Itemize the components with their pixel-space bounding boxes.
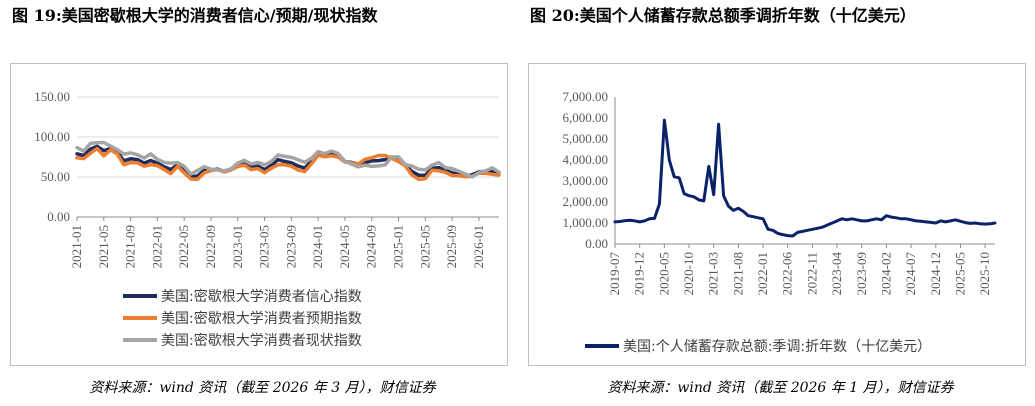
figure-20-panel: 图 20:美国个人储蓄存款总额季调折年数（十亿美元） 0.00 1,000.00 2… <box>528 0 1033 406</box>
x-tick-label: 2024-09 <box>364 225 379 268</box>
figure-19-source: 资料来源：wind 资讯（截至 2026 年 3 月），财信证券 <box>89 380 436 396</box>
x-tick-label: 2025-10 <box>977 252 992 295</box>
x-tick-label: 2024-05 <box>337 225 352 268</box>
y-tick-label: 0.00 <box>47 209 70 224</box>
x-tick-label: 2023-05 <box>257 225 272 268</box>
figure-20-chart: 0.00 1,000.00 2,000.00 3,000.00 4,000.00 5,00… <box>528 63 1026 366</box>
figure-19-title-text: 美国密歇根大学的消费者信心/预期/现状指数 <box>61 6 378 25</box>
legend-label-3: 美国:密歇根大学消费者现状指数 <box>161 332 362 349</box>
figure-20-source: 资料来源：wind 资讯（截至 2026 年 1 月），财信证券 <box>607 380 954 396</box>
y-tick-label: 2,000.00 <box>563 194 609 209</box>
x-tick-label: 2024-01 <box>310 225 325 268</box>
x-tick-label: 2025-05 <box>417 225 432 268</box>
y-tick-label: 150.00 <box>34 89 70 104</box>
y-tick-label: 5,000.00 <box>563 131 609 146</box>
x-tick-label: 2025-01 <box>391 225 406 268</box>
x-tick-label: 2022-01 <box>755 252 770 295</box>
x-tick-label: 2025-05 <box>952 252 967 295</box>
x-tick-label: 2023-09 <box>283 225 298 268</box>
figure-19-chart: 0.00 50.00 100.00 150.00 2021-01 2021-05 2021-… <box>10 63 508 366</box>
x-tick-label: 2023-09 <box>854 252 869 295</box>
x-tick-label: 2025-09 <box>444 225 459 268</box>
y-tick-label: 100.00 <box>34 129 70 144</box>
series-line-1 <box>75 144 501 179</box>
x-tick-label: 2020-05 <box>656 252 671 295</box>
legend-label-1: 美国:密歇根大学消费者信心指数 <box>161 288 362 305</box>
y-tick-label: 0.00 <box>585 236 608 251</box>
y-tick-label: 4,000.00 <box>563 152 609 167</box>
x-tick-label: 2021-05 <box>96 225 111 268</box>
series-line-3 <box>75 140 501 179</box>
x-tick-label: 2023-01 <box>230 225 245 268</box>
figure-19-number: 图 19: <box>12 6 62 25</box>
legend-label-1: 美国:个人储蓄存款总额:季调:折年数（十亿美元） <box>623 339 931 355</box>
y-tick-label: 7,000.00 <box>563 89 609 104</box>
x-tick-label: 2020-10 <box>681 252 696 295</box>
x-tick-label: 2021-01 <box>69 225 84 268</box>
figure-20-title: 图 20:美国个人储蓄存款总额季调折年数（十亿美元） <box>530 4 1030 28</box>
x-tick-label: 2022-01 <box>149 225 164 268</box>
x-tick-label: 2021-09 <box>123 225 138 268</box>
x-tick-label: 2022-11 <box>804 252 819 295</box>
y-tick-label: 50.00 <box>41 169 70 184</box>
x-tick-label: 2024-02 <box>878 252 893 295</box>
x-tick-label: 2019-07 <box>607 252 622 296</box>
y-tick-label: 3,000.00 <box>563 173 609 188</box>
x-tick-label: 2022-09 <box>203 225 218 268</box>
x-tick-label: 2022-05 <box>176 225 191 268</box>
x-tick-label: 2021-03 <box>706 252 721 295</box>
series-line-1 <box>613 118 997 238</box>
figure-19-panel: 图 19:美国密歇根大学的消费者信心/预期/现状指数 0.00 50.00 100.… <box>10 0 515 406</box>
x-tick-label: 2024-07 <box>903 252 918 296</box>
savings-chart-svg: 0.00 1,000.00 2,000.00 3,000.00 4,000.00 5,00… <box>563 89 997 355</box>
figure-20-number: 图 20: <box>530 6 580 25</box>
x-tick-label: 2024-12 <box>928 252 943 295</box>
x-tick-label: 2023-04 <box>829 252 844 296</box>
x-tick-label: 2019-12 <box>632 252 647 295</box>
sentiment-chart-svg: 0.00 50.00 100.00 150.00 2021-01 2021-05 2021-… <box>34 89 501 349</box>
x-tick-label: 2022-06 <box>780 252 795 296</box>
figure-20-title-text: 美国个人储蓄存款总额季调折年数（十亿美元） <box>579 6 916 25</box>
x-tick-label: 2026-01 <box>471 225 486 268</box>
y-tick-label: 1,000.00 <box>563 215 609 230</box>
series-line-2 <box>75 146 501 181</box>
x-tick-label: 2021-08 <box>730 252 745 295</box>
legend-label-2: 美国:密歇根大学消费者预期指数 <box>161 310 362 327</box>
y-tick-label: 6,000.00 <box>563 110 609 125</box>
figure-19-title: 图 19:美国密歇根大学的消费者信心/预期/现状指数 <box>12 4 512 28</box>
